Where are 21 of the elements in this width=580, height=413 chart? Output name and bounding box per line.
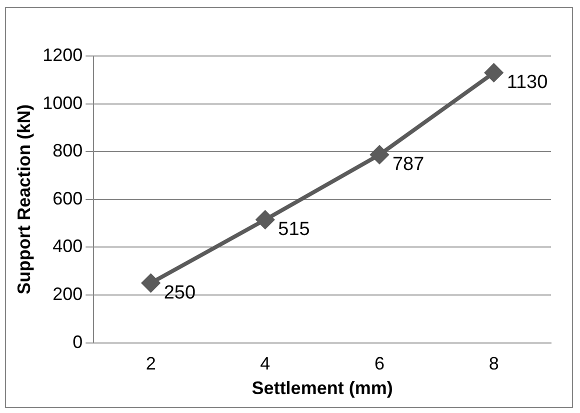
data-label: 1130 bbox=[506, 72, 548, 93]
y-tick-label: 1000 bbox=[42, 92, 83, 113]
y-tick-label: 800 bbox=[52, 140, 83, 161]
x-axis-title: Settlement (mm) bbox=[252, 378, 393, 398]
x-tick-label: 8 bbox=[488, 354, 499, 374]
point bbox=[484, 64, 503, 82]
y-axis-title: Support Reaction (kN) bbox=[14, 104, 34, 294]
x-tick-label: 2 bbox=[146, 354, 156, 374]
data-label: 515 bbox=[278, 218, 310, 240]
y-tick-label: 0 bbox=[72, 332, 83, 352]
data-label: 787 bbox=[392, 154, 424, 175]
y-tick-label: 400 bbox=[52, 236, 83, 256]
x-tick-label: 6 bbox=[374, 354, 384, 374]
data-label: 250 bbox=[164, 282, 196, 304]
point bbox=[256, 210, 274, 229]
y-tick-label: 200 bbox=[52, 284, 83, 304]
x-tick-label: 4 bbox=[260, 354, 270, 374]
point bbox=[142, 274, 160, 292]
y-tick-label: 1200 bbox=[42, 44, 83, 65]
y-tick-label: 600 bbox=[52, 188, 83, 208]
point bbox=[370, 146, 388, 164]
